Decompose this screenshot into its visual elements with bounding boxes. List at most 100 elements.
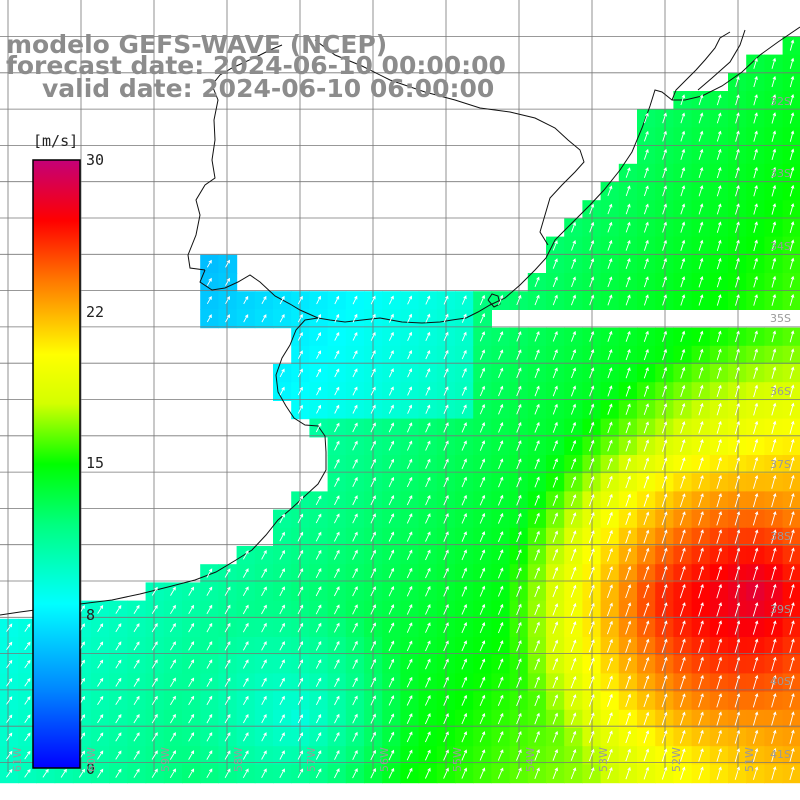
wind-arrow <box>6 623 13 632</box>
wind-arrow <box>661 457 668 471</box>
wind-arrow <box>279 659 285 669</box>
wind-arrow <box>24 714 31 723</box>
wind-arrow <box>643 547 650 562</box>
wind-arrow <box>206 586 213 596</box>
wind-arrow <box>661 475 668 489</box>
wind-arrow <box>643 203 649 215</box>
wind-arrow <box>334 368 340 378</box>
wind-arrow <box>552 548 559 561</box>
wind-arrow <box>534 458 540 470</box>
wind-arrow <box>735 348 740 361</box>
wind-arrow <box>680 257 686 270</box>
wind-arrow <box>151 604 158 614</box>
wind-arrow <box>753 203 758 215</box>
wind-arrow <box>443 349 449 360</box>
wind-arrow <box>753 456 759 471</box>
wind-arrow <box>716 330 722 343</box>
wind-arrow <box>552 349 558 360</box>
wind-arrow <box>497 658 504 670</box>
wind-arrow <box>643 748 650 762</box>
wind-arrow <box>370 422 376 433</box>
wind-arrow <box>370 513 376 524</box>
wind-arrow <box>716 511 723 526</box>
wind-arrow <box>716 294 722 306</box>
wind-arrow <box>261 713 267 724</box>
wind-arrow <box>753 294 758 306</box>
wind-arrow <box>698 529 704 544</box>
wind-arrow <box>698 583 704 599</box>
wind-arrow <box>388 313 394 323</box>
wind-arrow <box>570 548 577 562</box>
wind-arrow <box>224 750 231 760</box>
wind-arrow <box>425 513 431 524</box>
wind-arrow <box>461 585 467 597</box>
wind-arrow <box>243 750 249 760</box>
wind-arrow <box>662 185 667 197</box>
wind-arrow <box>333 586 340 597</box>
wind-arrow <box>534 567 540 579</box>
wind-arrow <box>461 622 467 634</box>
wind-arrow <box>370 458 376 469</box>
wind-arrow <box>771 330 777 343</box>
wind-arrow <box>789 184 795 197</box>
wind-arrow <box>734 457 741 471</box>
wind-arrow <box>643 421 649 434</box>
wind-arrow <box>789 330 795 343</box>
wind-arrow <box>680 94 686 106</box>
colorbar-tick-22: 22 <box>86 303 105 321</box>
wind-arrow <box>534 749 540 761</box>
wind-arrow <box>333 567 340 579</box>
wind-arrow <box>752 565 759 581</box>
wind-arrow <box>589 240 595 251</box>
wind-arrow <box>570 403 577 415</box>
wind-arrow <box>661 511 668 526</box>
lat-label-39s: 39S <box>770 603 791 616</box>
wind-arrow <box>625 203 631 215</box>
wind-arrow <box>716 656 723 672</box>
wind-arrow <box>316 332 321 341</box>
wind-arrow <box>334 731 340 742</box>
wind-arrow <box>534 349 540 360</box>
wind-arrow <box>643 239 649 251</box>
wind-arrow <box>133 695 140 706</box>
wind-arrow <box>315 495 322 506</box>
wind-arrow <box>370 677 376 688</box>
wind-arrow <box>735 185 740 197</box>
wind-arrow <box>170 695 176 706</box>
wind-arrow <box>534 639 540 652</box>
wind-arrow <box>406 658 413 670</box>
wind-arrow <box>643 294 649 306</box>
wind-arrow <box>680 748 686 762</box>
wind-arrow <box>497 640 504 652</box>
wind-arrow <box>479 658 486 670</box>
wind-arrow <box>242 622 249 633</box>
wind-arrow <box>370 713 376 724</box>
wind-arrow <box>588 748 595 762</box>
wind-arrow <box>461 331 467 342</box>
wind-arrow <box>297 313 303 323</box>
wind-arrow <box>315 604 322 615</box>
lat-label-37s: 37S <box>770 458 791 471</box>
wind-arrow <box>680 239 686 251</box>
wind-arrow <box>680 366 686 379</box>
wind-arrow <box>279 531 285 542</box>
wind-arrow <box>534 421 540 433</box>
wind-arrow <box>425 549 431 561</box>
wind-arrow <box>370 313 376 323</box>
wind-arrow <box>625 367 631 379</box>
wind-arrow <box>516 676 522 688</box>
wind-arrow <box>625 529 632 544</box>
wind-arrow <box>133 732 140 742</box>
wind-arrow <box>297 513 304 524</box>
wind-arrow <box>334 458 340 469</box>
wind-arrow <box>680 221 686 233</box>
wind-arrow <box>698 511 704 526</box>
wind-arrow <box>752 547 759 562</box>
wind-arrow <box>753 94 758 106</box>
wind-arrow <box>151 768 158 778</box>
wind-arrow <box>698 748 704 762</box>
wind-arrow <box>261 295 267 305</box>
wind-arrow <box>698 565 704 581</box>
wind-arrow <box>625 185 631 197</box>
wind-arrow <box>643 385 649 397</box>
